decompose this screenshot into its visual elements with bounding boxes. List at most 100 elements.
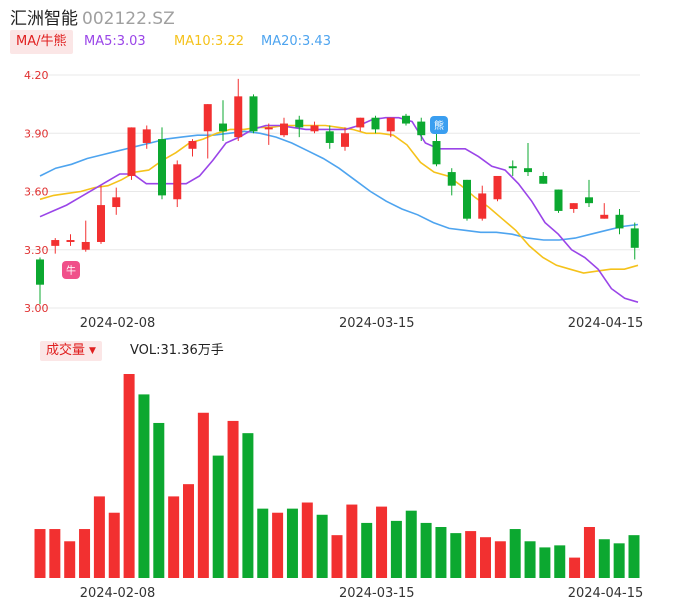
candle — [234, 78, 243, 142]
bear-icon-glyph: 熊 — [434, 119, 444, 132]
stock-name: 汇洲智能 — [10, 9, 78, 29]
candle-body — [402, 115, 410, 124]
candlesticks — [36, 78, 639, 305]
candle — [539, 172, 548, 184]
volume-bar — [390, 520, 402, 578]
candle-body — [585, 197, 593, 204]
volume-bar — [509, 529, 521, 578]
candle — [524, 142, 532, 176]
candle-body — [539, 175, 548, 184]
volume-bar — [242, 433, 254, 578]
candle — [81, 220, 90, 252]
candle — [371, 115, 380, 134]
candle-body — [341, 133, 349, 147]
candle-body — [508, 166, 517, 169]
volume-bar — [480, 537, 491, 578]
price-date-axis: 2024-02-08 2024-03-15 2024-04-15 — [80, 316, 644, 331]
candle-body — [264, 127, 273, 130]
candle-body — [630, 228, 639, 248]
candle — [36, 257, 44, 305]
candle-body — [249, 96, 258, 132]
volume-indicator-selector[interactable]: 成交量 ▼ — [40, 341, 102, 361]
volume-bar — [183, 484, 194, 578]
candle — [173, 160, 182, 208]
x-tick-label: 2024-02-08 — [80, 316, 156, 331]
candle — [280, 117, 288, 138]
candle — [341, 127, 349, 151]
candle — [600, 203, 609, 219]
candle — [127, 127, 136, 180]
volume-bar — [49, 529, 61, 578]
stock-code: 002122.SZ — [82, 9, 175, 29]
candle — [463, 179, 471, 221]
candle-body — [51, 240, 60, 246]
candle — [142, 125, 151, 149]
y-tick-label: 3.60 — [24, 186, 49, 199]
volume-bar — [153, 422, 165, 578]
candle-body — [371, 117, 380, 130]
volume-bar — [420, 522, 432, 578]
candle-body — [356, 117, 365, 128]
x-tick-label: 2024-03-15 — [339, 316, 415, 331]
candle-body — [97, 205, 105, 242]
volume-bars — [34, 374, 640, 578]
candle — [188, 139, 197, 157]
volume-bar — [34, 529, 46, 578]
volume-bar — [346, 504, 358, 578]
candle-body — [432, 141, 441, 165]
candle — [630, 222, 639, 260]
volume-bar — [331, 535, 343, 578]
volume-bar — [539, 547, 551, 578]
candle — [585, 179, 593, 208]
volume-bar — [435, 527, 447, 578]
bull-icon: 牛 — [62, 261, 80, 279]
candle — [249, 94, 258, 134]
bear-icon-bg — [430, 116, 448, 134]
volume-bar — [598, 539, 610, 578]
candle-body — [158, 139, 166, 196]
price-grid — [30, 74, 640, 309]
candle — [508, 160, 517, 176]
volume-bar — [108, 512, 120, 578]
candle-body — [493, 175, 502, 200]
x-tick-label: 2024-04-15 — [568, 586, 644, 601]
candle — [386, 117, 395, 138]
candle — [478, 185, 487, 221]
candle-body — [36, 259, 44, 285]
candle — [219, 100, 227, 142]
candle — [356, 117, 365, 132]
candle — [295, 115, 304, 138]
candle-body — [463, 179, 471, 219]
ma20-line — [39, 130, 639, 241]
ma-mode-selector[interactable]: MA/牛熊 — [10, 30, 73, 54]
candle-body — [569, 203, 578, 209]
volume-bar — [450, 533, 462, 578]
candle-body — [386, 117, 395, 132]
ma20-label: MA20:3.43 — [261, 34, 331, 49]
candle — [112, 187, 121, 215]
candle-body — [478, 193, 487, 219]
ma10-label: MA10:3.22 — [174, 34, 244, 49]
candle — [493, 175, 502, 202]
candle-body — [66, 240, 75, 242]
candle-body — [127, 127, 136, 176]
volume-bar — [301, 502, 313, 578]
candle-body — [234, 96, 243, 138]
volume-bar — [197, 412, 209, 578]
candle-body — [203, 104, 212, 132]
candle — [203, 104, 212, 159]
candle — [615, 208, 624, 235]
volume-bar — [168, 496, 180, 578]
candle — [417, 117, 426, 142]
price-axis: 4.20 3.90 3.60 3.30 3.00 — [24, 69, 49, 315]
volume-bar — [286, 508, 298, 578]
candle-body — [81, 241, 90, 250]
volume-bar — [583, 527, 595, 578]
volume-bar — [465, 531, 477, 578]
bear-icon: 熊 — [430, 116, 448, 134]
y-tick-label: 3.90 — [24, 127, 49, 140]
candle-body — [188, 141, 197, 149]
x-tick-label: 2024-04-15 — [568, 316, 644, 331]
candle-body — [295, 119, 304, 128]
